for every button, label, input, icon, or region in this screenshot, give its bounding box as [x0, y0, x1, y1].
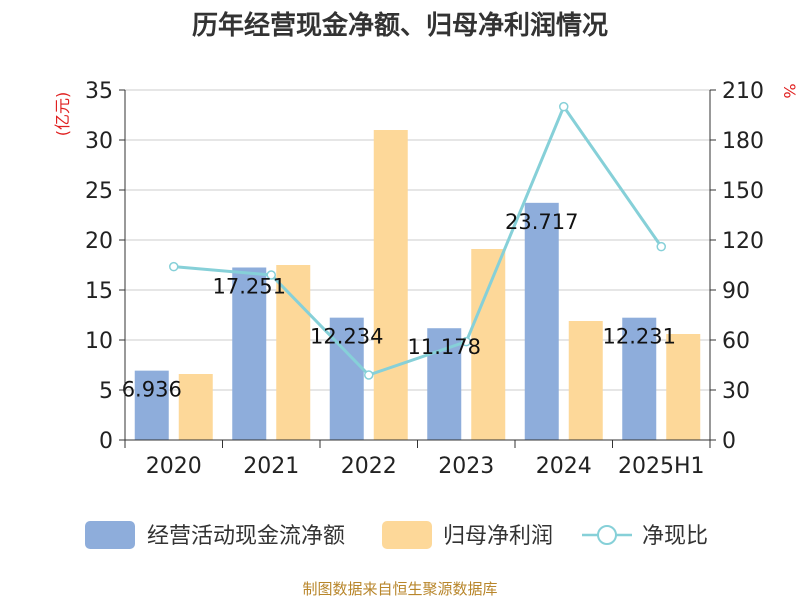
legend-label-ratio: 净现比 [642, 524, 708, 549]
bar-cash-flow [329, 317, 364, 440]
left-tick-label: 5 [99, 379, 113, 404]
source-note: 制图数据来自恒生聚源数据库 [302, 580, 497, 598]
data-label-cash-flow: 6.936 [122, 378, 182, 402]
left-tick-label: 15 [85, 279, 113, 304]
left-tick-label: 20 [85, 229, 113, 254]
ratio-point [169, 261, 179, 272]
data-label-cash-flow: 11.178 [408, 335, 481, 359]
x-axis-label: 2025H1 [618, 454, 705, 479]
bar-net-profit [568, 321, 603, 440]
gridlines [125, 89, 710, 391]
right-tick-label: 150 [722, 179, 764, 204]
left-tick-label: 30 [85, 129, 113, 154]
data-label-cash-flow: 12.234 [310, 325, 383, 349]
bar-net-profit [373, 130, 408, 440]
bar-cash-flow [524, 202, 559, 440]
ratio-point [656, 241, 666, 252]
right-tick-label: 90 [722, 279, 750, 304]
legend-marker-ratio [597, 525, 617, 545]
left-tick-label: 25 [85, 179, 113, 204]
legend-item-net-profit[interactable]: 归母净利润 [382, 521, 553, 549]
legend[interactable]: 经营活动现金流净额 归母净利润 净现比 [85, 521, 708, 549]
legend-swatch-cash-flow [85, 521, 135, 549]
chart-title: 历年经营现金净额、归母净利润情况 [192, 10, 608, 41]
right-tick-label: 180 [722, 129, 764, 154]
left-tick-label: 0 [99, 429, 113, 454]
axes [124, 90, 711, 448]
data-labels: 6.936 17.251 12.234 11.178 23.717 12.231 [122, 210, 676, 402]
ratio-line [173, 103, 663, 377]
right-tick-label: 210 [722, 79, 764, 104]
data-label-cash-flow: 12.231 [603, 325, 676, 349]
bar-cash-flow [622, 317, 657, 440]
legend-item-ratio[interactable]: 净现比 [582, 524, 708, 549]
legend-label-cash-flow: 经营活动现金流净额 [147, 524, 345, 549]
x-axis-labels: 2020 2021 2022 2023 2024 2025H1 [146, 454, 705, 479]
x-axis-label: 2024 [536, 454, 592, 479]
bar-net-profit [471, 249, 506, 440]
right-tick-label: 60 [722, 329, 750, 354]
x-axis-label: 2023 [438, 454, 494, 479]
left-tick-label: 35 [85, 79, 113, 104]
data-label-cash-flow: 23.717 [505, 210, 578, 234]
bar-net-profit [666, 334, 701, 440]
right-axis-unit: % [780, 83, 799, 98]
right-axis-ticks: 0 30 60 90 120 150 180 210 [710, 79, 764, 454]
right-tick-label: 30 [722, 379, 750, 404]
ratio-line-series [169, 101, 666, 380]
data-label-cash-flow: 17.251 [213, 274, 286, 298]
right-tick-label: 0 [722, 429, 736, 454]
right-tick-label: 120 [722, 229, 764, 254]
left-axis-ticks: 0 5 10 15 20 25 30 35 [85, 79, 125, 454]
left-tick-label: 10 [85, 329, 113, 354]
legend-item-cash-flow[interactable]: 经营活动现金流净额 [85, 521, 345, 549]
ratio-point [266, 270, 276, 280]
bar-net-profit [276, 265, 311, 440]
ratio-point [559, 101, 569, 112]
x-axis-label: 2021 [243, 454, 299, 479]
legend-swatch-net-profit [382, 521, 432, 549]
x-axis-label: 2020 [146, 454, 202, 479]
ratio-point [461, 336, 471, 347]
legend-label-net-profit: 归母净利润 [443, 524, 553, 549]
left-axis-unit: (亿元) [53, 92, 72, 137]
bar-cash-flow [134, 370, 169, 440]
x-axis-label: 2022 [341, 454, 397, 479]
bar-cash-flow [232, 267, 267, 440]
ratio-point [364, 370, 374, 380]
bar-net-profit [178, 374, 213, 440]
bars [134, 130, 701, 440]
